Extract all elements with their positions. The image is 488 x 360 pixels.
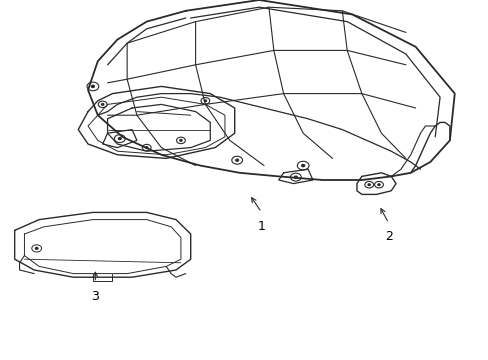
- Circle shape: [301, 165, 304, 167]
- Text: 1: 1: [257, 220, 265, 233]
- Circle shape: [118, 138, 121, 140]
- Circle shape: [294, 176, 297, 178]
- Circle shape: [145, 147, 147, 148]
- Circle shape: [377, 184, 379, 185]
- Circle shape: [36, 248, 38, 249]
- Text: 2: 2: [384, 230, 392, 243]
- Circle shape: [180, 140, 182, 141]
- Text: 3: 3: [91, 290, 99, 303]
- Circle shape: [102, 104, 103, 105]
- Circle shape: [91, 85, 94, 87]
- Circle shape: [204, 100, 206, 102]
- Circle shape: [367, 184, 369, 185]
- Circle shape: [235, 159, 238, 161]
